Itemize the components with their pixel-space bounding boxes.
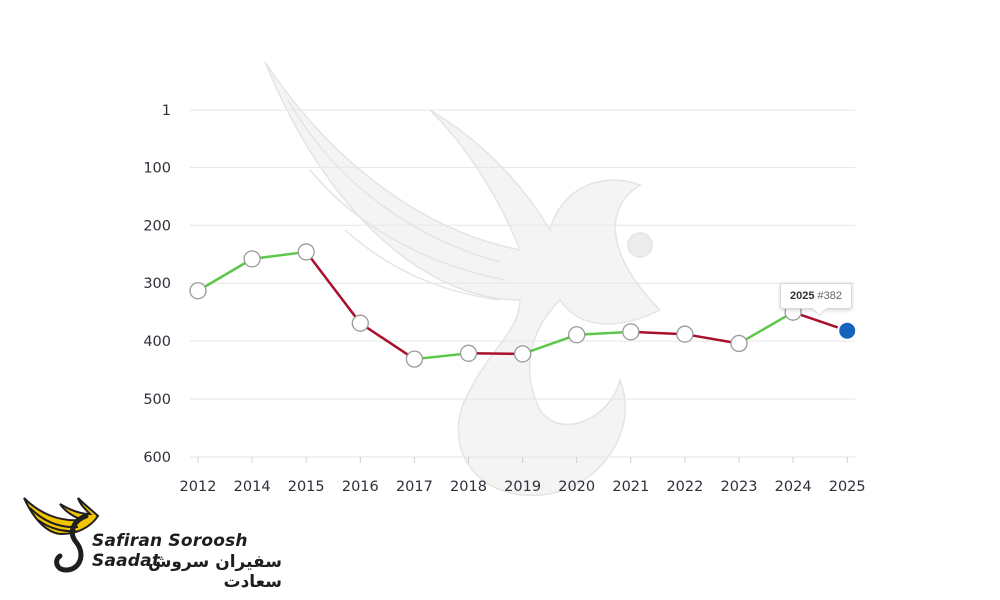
data-point [622,323,640,341]
y-tick-label: 100 [143,160,171,176]
company-logo: Safiran Soroosh Saadat سفیران سروش سعادت [20,494,290,592]
x-tick-label: 2024 [775,479,812,495]
watermark-bird-icon [264,61,662,496]
series-segment [683,332,741,345]
x-tick-label: 2016 [342,479,379,495]
x-tick-label: 2025 [829,479,866,495]
logo-name-en: Safiran Soroosh Saadat [92,531,248,571]
series-segment [521,333,578,356]
x-tick-label: 2014 [234,479,271,495]
x-tick-label: 2019 [504,479,541,495]
series-segment [250,250,308,261]
x-tick-label: 2022 [666,479,703,495]
series-segment [359,321,416,361]
wing-logo-icon [23,497,100,573]
x-tick-label: 2021 [612,479,649,495]
y-tick-label: 200 [143,218,171,234]
series-segment [629,330,687,336]
series-segment [467,352,524,356]
series-segment [196,257,254,292]
y-tick-label: 400 [143,334,171,350]
y-tick-label: 500 [143,392,171,408]
data-tooltip: 2025 #382 [780,283,853,309]
y-tick-label: 1 [162,103,171,119]
data-point [459,344,478,362]
data-point [297,243,315,261]
x-tick-label: 2018 [450,479,487,495]
series-segment [575,330,633,337]
y-tick-label: 600 [143,450,171,466]
data-point [676,325,694,343]
x-tick-label: 2015 [288,479,325,495]
data-point [730,334,748,353]
x-tick-label: 2023 [721,479,758,495]
highlighted-data-point [837,320,858,341]
data-point [568,326,586,344]
series-segment [737,310,795,345]
data-point [243,250,261,268]
tooltip-rank: #382 [817,290,843,302]
x-tick-label: 2012 [180,479,217,495]
data-point [189,282,207,300]
series-segment [304,250,362,325]
y-tick-label: 300 [143,276,171,292]
series-segment [413,352,470,361]
tooltip-year: 2025 [790,290,815,302]
data-point [351,314,369,332]
x-tick-label: 2020 [558,479,595,495]
data-point [513,345,532,363]
logo-name-fa: سفیران سروش سعادت [147,552,282,592]
data-point [405,350,424,368]
x-tick-label: 2017 [396,479,433,495]
